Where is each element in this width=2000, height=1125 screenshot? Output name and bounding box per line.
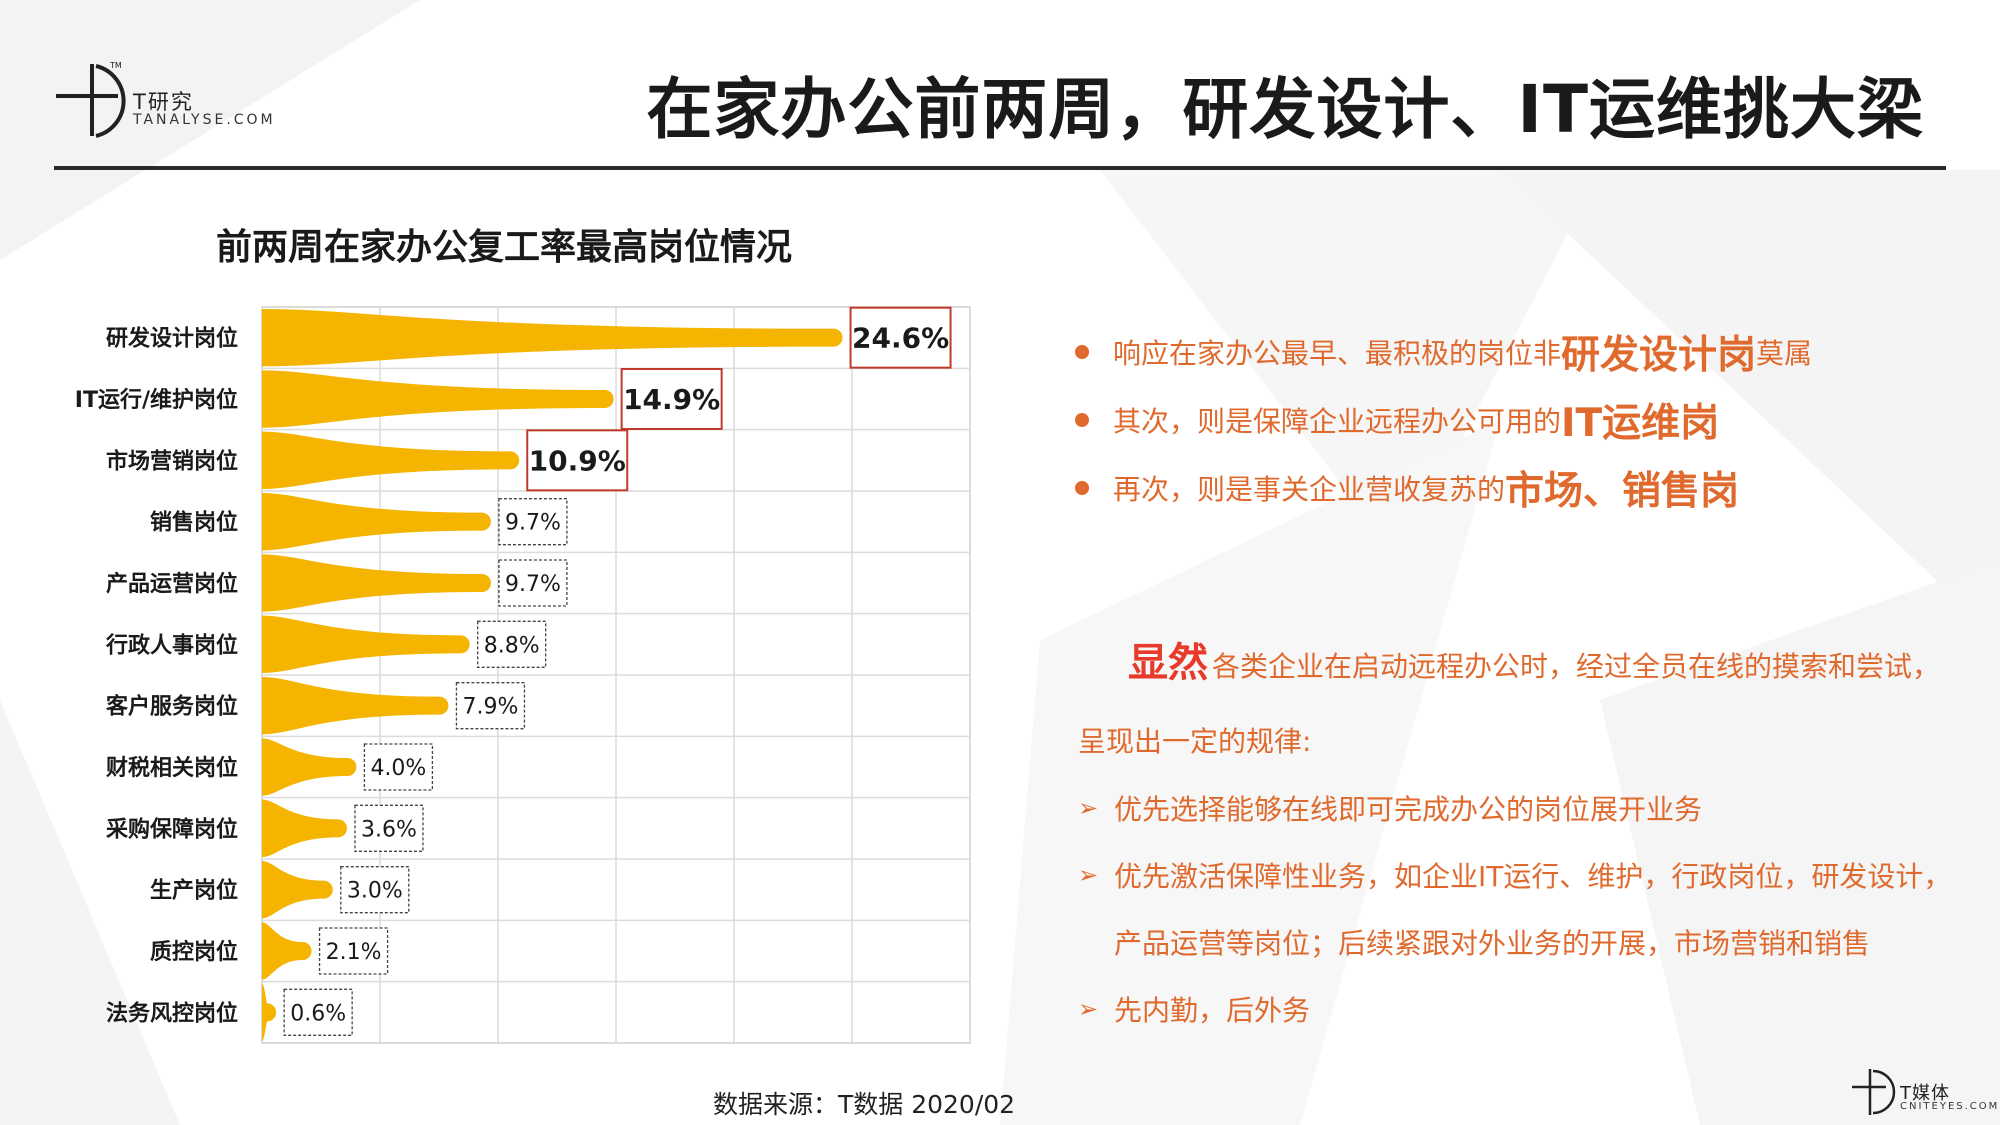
logo-name-en: TANALYSE.COM: [133, 112, 276, 128]
bar-4: [262, 493, 491, 551]
data-label: 24.6%: [852, 322, 949, 355]
finding-highlight: 研发设计岗: [1561, 333, 1757, 378]
bar-9: [262, 799, 347, 857]
category-label: IT运行/维护岗位: [75, 387, 238, 413]
finding-highlight: IT运维岗: [1561, 401, 1720, 446]
category-label: 质控岗位: [150, 939, 238, 965]
finding-item: 再次，则是事关企业营收复苏的 市场、销售岗: [1075, 454, 1955, 522]
data-label-box: [283, 988, 353, 1036]
arrow-right-icon: ➢: [1078, 794, 1099, 822]
bar-chart: 研发设计岗位 IT运行/维护岗位市场营销岗位销售岗位产品运营岗位行政人事岗位客户服…: [75, 306, 971, 1044]
arrow-right-icon: ➢: [1078, 995, 1099, 1023]
rule-text: 优先选择能够在线即可完成办公的岗位展开业务: [1114, 793, 1703, 826]
summary-lead: 显然: [1128, 640, 1208, 686]
data-label: 9.7%: [505, 572, 561, 597]
bar-12: [262, 983, 277, 1041]
data-label: 14.9%: [623, 383, 720, 416]
data-label: 0.6%: [290, 1001, 346, 1026]
rule-text: 先内勤，后外务: [1114, 994, 1311, 1027]
data-label-box: [455, 682, 526, 730]
category-label: 采购保障岗位: [106, 816, 238, 842]
rule-item: ➢ 优先激活保障性业务，如企业IT运行、维护，行政岗位，研发设计，: [1078, 855, 1951, 895]
chart-category-labels: 研发设计岗位 IT运行/维护岗位市场营销岗位销售岗位产品运营岗位行政人事岗位客户服…: [75, 326, 238, 1027]
data-label-box: [340, 866, 410, 914]
bullet-dot-icon: [1075, 345, 1089, 359]
data-label-box: [620, 368, 723, 430]
bar-8: [262, 738, 357, 796]
category-label: 研发设计岗位: [106, 326, 238, 352]
svg-text:TM: TM: [109, 61, 122, 70]
category-label: 产品运营岗位: [106, 571, 238, 597]
data-label-box: [526, 429, 629, 492]
category-label: 客户服务岗位: [106, 694, 238, 720]
data-label-box: [363, 743, 434, 791]
data-label: 3.0%: [347, 879, 403, 904]
bar-5: [262, 554, 491, 612]
data-label: 2.1%: [326, 940, 382, 965]
category-label: 生产岗位: [150, 878, 238, 904]
category-label: 市场营销岗位: [106, 448, 238, 474]
summary-text: 各类企业在启动远程办公时，经过全员在线的摸索和尝试，: [1212, 650, 1941, 683]
finding-text: 响应在家办公最早、最积极的岗位非: [1113, 337, 1562, 370]
finding-text: 其次，则是保障企业远程办公可用的: [1113, 405, 1562, 438]
key-findings: 响应在家办公最早、最积极的岗位非 研发设计岗 莫属 其次，则是保障企业远程办公可…: [1075, 318, 1955, 522]
finding-item: 响应在家办公最早、最积极的岗位非 研发设计岗 莫属: [1075, 318, 1955, 386]
data-label-box: [849, 306, 952, 369]
summary-line-2: 呈现出一定的规律:: [1078, 725, 1312, 758]
logo-name-cn: T研究: [133, 90, 194, 114]
tanalyse-logo: TM: [56, 61, 126, 138]
category-label: 销售岗位: [150, 510, 238, 536]
rule-text: 优先激活保障性业务，如企业IT运行、维护，行政岗位，研发设计，: [1114, 860, 1952, 893]
category-label: 行政人事岗位: [105, 632, 238, 658]
data-label-box: [354, 804, 424, 852]
finding-item: 其次，则是保障企业远程办公可用的 IT运维岗: [1075, 386, 1955, 454]
finding-text-tail: 莫属: [1756, 337, 1813, 370]
category-label: 法务风控岗位: [106, 1000, 238, 1026]
data-label-box: [318, 927, 389, 975]
footer-brand-en: CNITEYES.COM: [1900, 1101, 2000, 1112]
finding-text: 再次，则是事关企业营收复苏的: [1113, 473, 1506, 506]
bar-10: [262, 861, 333, 919]
data-label-box: [498, 498, 568, 546]
chart-data-labels: 24.6% 14.9% 10.9% 9.7% 9.7% 8.8% 7.9% 4.0% 3.6% 3…: [283, 306, 952, 1036]
data-label: 3.6%: [361, 817, 417, 842]
category-label: 财税相关岗位: [106, 755, 238, 781]
bullet-dot-icon: [1075, 481, 1089, 495]
chart-title: 前两周在家办公复工率最高岗位情况: [216, 227, 793, 268]
arrow-right-icon: ➢: [1078, 861, 1099, 889]
footer-brand-cn: T媒体: [1900, 1083, 1950, 1104]
bar-11: [262, 922, 312, 980]
rule-text-continued: 产品运营等岗位；后续紧跟对外业务的开展，市场营销和销售: [1114, 927, 1871, 960]
rule-item: ➢ 先内勤，后外务: [1078, 989, 1310, 1029]
data-label-box: [477, 620, 547, 668]
cniteyes-logo: [1852, 1069, 1896, 1115]
data-label: 4.0%: [370, 756, 426, 781]
finding-highlight: 市场、销售岗: [1505, 469, 1740, 514]
rule-item: ➢ 优先选择能够在线即可完成办公的岗位展开业务: [1078, 788, 1702, 828]
data-label: 10.9%: [529, 444, 626, 477]
bullet-dot-icon: [1075, 413, 1089, 427]
page-title: 在家办公前两周，研发设计、IT运维挑大梁: [646, 71, 1924, 148]
bar-2: [262, 370, 614, 428]
data-label-box: [498, 559, 568, 607]
data-source: 数据来源：T数据 2020/02: [713, 1090, 1016, 1119]
bar-7: [262, 677, 449, 735]
data-label: 7.9%: [462, 695, 518, 720]
bar-6: [262, 615, 470, 673]
bar-3: [262, 431, 520, 489]
chart-grid: [261, 306, 971, 1044]
data-label: 9.7%: [505, 511, 561, 536]
summary-line-1: 显然 各类企业在启动远程办公时，经过全员在线的摸索和尝试，: [1128, 630, 1940, 688]
title-divider: [54, 166, 1946, 170]
chart-bars: [262, 309, 843, 1041]
data-label: 8.8%: [484, 633, 540, 658]
bar-1: [262, 309, 843, 367]
